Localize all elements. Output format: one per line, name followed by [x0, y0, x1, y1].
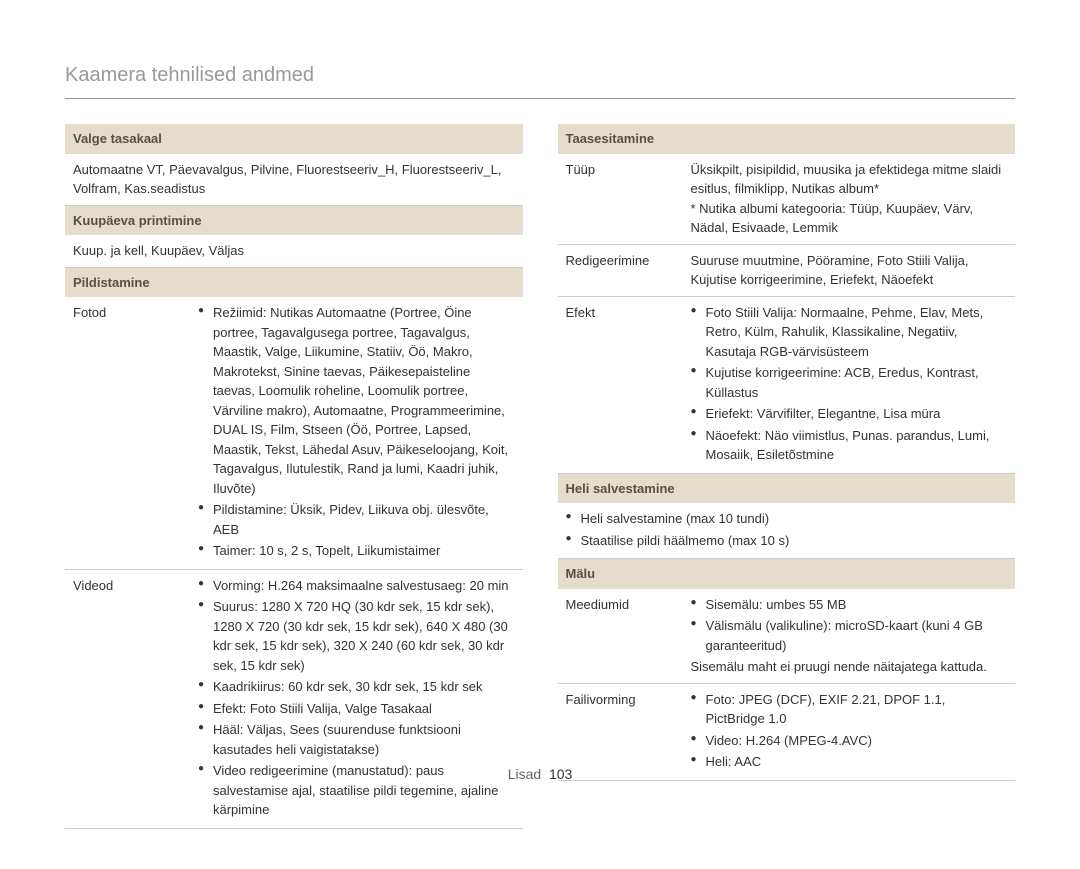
malu-table: Meediumid Sisemälu: umbes 55 MBVälismälu… [558, 589, 1016, 781]
list-item: Eriefekt: Värvifilter, Elegantne, Lisa m… [691, 404, 1008, 424]
list-item: Välismälu (valikuline): microSD-kaart (k… [691, 616, 1008, 655]
fotod-label: Fotod [65, 297, 190, 569]
section-header-valge: Valge tasakaal [65, 124, 523, 154]
footer-page-number: 103 [549, 766, 572, 782]
kuupaeva-body: Kuup. ja kell, Kuupäev, Väljas [65, 235, 523, 268]
list-item: Suurus: 1280 X 720 HQ (30 kdr sek, 15 kd… [198, 597, 515, 675]
meediumid-label: Meediumid [558, 589, 683, 684]
list-item: Näoefekt: Näo viimistlus, Punas. parandu… [691, 426, 1008, 465]
list-item: Kaadrikiirus: 60 kdr sek, 30 kdr sek, 15… [198, 677, 515, 697]
tuup-label: Tüüp [558, 154, 683, 245]
left-column: Valge tasakaal Automaatne VT, Päevavalgu… [65, 124, 523, 829]
meediumid-note: Sisemälu maht ei pruugi nende näitajateg… [691, 657, 1008, 677]
content-columns: Valge tasakaal Automaatne VT, Päevavalgu… [65, 124, 1015, 829]
section-header-heli: Heli salvestamine [558, 474, 1016, 504]
section-header-kuupaeva: Kuupäeva printimine [65, 206, 523, 236]
redig-label: Redigeerimine [558, 244, 683, 296]
list-item: Foto Stiili Valija: Normaalne, Pehme, El… [691, 303, 1008, 362]
videod-value: Vorming: H.264 maksimaalne salvestusaeg:… [190, 569, 523, 828]
list-item: Sisemälu: umbes 55 MB [691, 595, 1008, 615]
meediumid-value: Sisemälu: umbes 55 MBVälismälu (valikuli… [683, 589, 1016, 684]
list-item: Heli salvestamine (max 10 tundi) [566, 509, 1008, 529]
list-item: Video: H.264 (MPEG-4.AVC) [691, 731, 1008, 751]
list-item: Efekt: Foto Stiili Valija, Valge Tasakaa… [198, 699, 515, 719]
section-header-pildistamine: Pildistamine [65, 268, 523, 298]
redig-value: Suuruse muutmine, Pööramine, Foto Stiili… [683, 244, 1016, 296]
videod-label: Videod [65, 569, 190, 828]
page-title: Kaamera tehnilised andmed [65, 60, 1015, 99]
fotod-value: Režiimid: Nutikas Automaatne (Portree, Ö… [190, 297, 523, 569]
tuup-value: Üksikpilt, pisipildid, muusika ja efekti… [683, 154, 1016, 245]
taasesitamine-table: Tüüp Üksikpilt, pisipildid, muusika ja e… [558, 154, 1016, 474]
valge-body: Automaatne VT, Päevavalgus, Pilvine, Flu… [65, 154, 523, 206]
list-item: Taimer: 10 s, 2 s, Topelt, Liikumistaime… [198, 541, 515, 561]
list-item: Režiimid: Nutikas Automaatne (Portree, Ö… [198, 303, 515, 498]
list-item: Kujutise korrigeerimine: ACB, Eredus, Ko… [691, 363, 1008, 402]
footer-label: Lisad [508, 766, 541, 782]
list-item: Staatilise pildi häälmemo (max 10 s) [566, 531, 1008, 551]
pildistamine-table: Fotod Režiimid: Nutikas Automaatne (Port… [65, 297, 523, 829]
section-header-taasesitamine: Taasesitamine [558, 124, 1016, 154]
efekt-label: Efekt [558, 296, 683, 473]
list-item: Vorming: H.264 maksimaalne salvestusaeg:… [198, 576, 515, 596]
right-column: Taasesitamine Tüüp Üksikpilt, pisipildid… [558, 124, 1016, 829]
section-header-malu: Mälu [558, 559, 1016, 589]
list-item: Hääl: Väljas, Sees (suurenduse funktsioo… [198, 720, 515, 759]
heli-body: Heli salvestamine (max 10 tundi)Staatili… [558, 503, 1016, 559]
page-footer: Lisad 103 [0, 764, 1080, 785]
list-item: Foto: JPEG (DCF), EXIF 2.21, DPOF 1.1, P… [691, 690, 1008, 729]
efekt-value: Foto Stiili Valija: Normaalne, Pehme, El… [683, 296, 1016, 473]
list-item: Pildistamine: Üksik, Pidev, Liikuva obj.… [198, 500, 515, 539]
